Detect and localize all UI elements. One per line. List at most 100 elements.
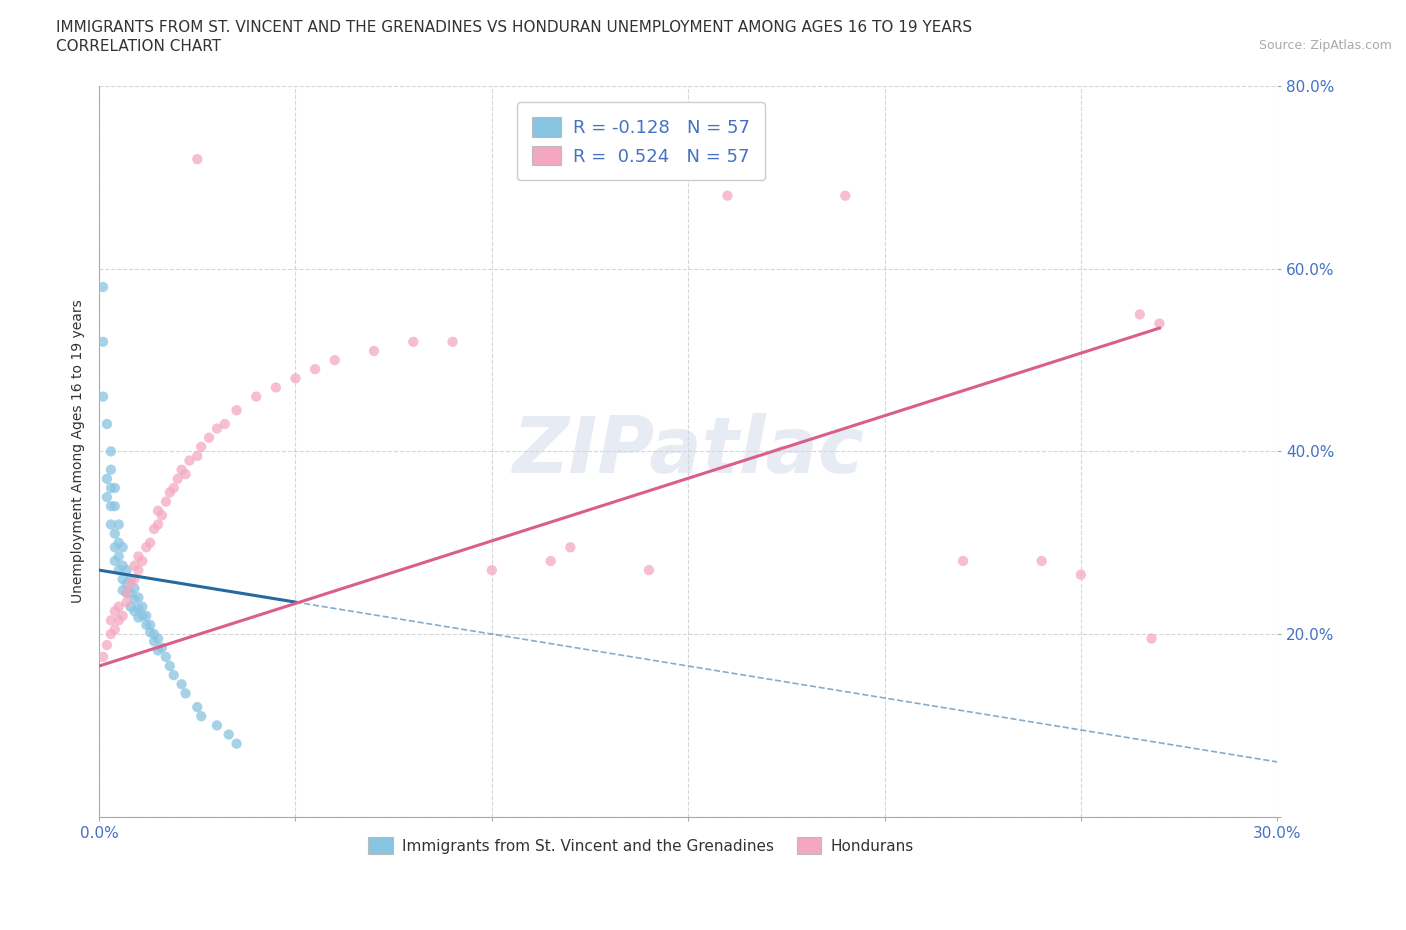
Point [115, 586, 138, 601]
Point [104, 526, 127, 541]
Point [131, 553, 153, 568]
Point [124, 591, 146, 606]
Point [124, 572, 146, 587]
Point [107, 613, 129, 628]
Point [179, 453, 201, 468]
Point [150, 641, 173, 656]
Point [638, 563, 661, 578]
Point [91, 335, 114, 350]
Point [1129, 307, 1152, 322]
Point [159, 658, 181, 673]
Point [150, 508, 173, 523]
Point [127, 563, 149, 578]
Point [441, 335, 464, 350]
Point [115, 586, 138, 601]
Point [1031, 553, 1053, 568]
Point [163, 481, 186, 496]
Point [115, 563, 138, 578]
Point [146, 643, 169, 658]
Point [205, 718, 228, 733]
Point [225, 403, 247, 418]
Point [127, 610, 149, 625]
Point [104, 622, 127, 637]
Point [111, 558, 134, 573]
Point [127, 591, 149, 605]
Point [163, 668, 186, 683]
Point [135, 618, 157, 632]
Text: ZIPatlас: ZIPatlас [512, 414, 865, 489]
Point [170, 677, 193, 692]
Point [96, 489, 118, 504]
Point [124, 604, 146, 618]
Point [100, 613, 122, 628]
Point [91, 649, 114, 664]
Point [155, 649, 177, 664]
Point [146, 503, 169, 518]
Point [135, 608, 157, 623]
Point [190, 709, 212, 724]
Point [1140, 631, 1163, 646]
Point [120, 599, 142, 614]
Point [139, 625, 162, 640]
Point [115, 594, 138, 609]
Point [174, 467, 197, 482]
Point [481, 563, 503, 578]
Point [218, 727, 240, 742]
Point [139, 536, 162, 551]
Point [143, 627, 166, 642]
Point [143, 634, 166, 649]
Point [560, 539, 582, 554]
Point [111, 572, 134, 587]
Point [190, 439, 212, 454]
Point [100, 462, 122, 477]
Point [131, 608, 153, 623]
Point [245, 389, 267, 404]
Point [127, 601, 149, 616]
Point [205, 421, 228, 436]
Point [100, 481, 122, 496]
Point [107, 599, 129, 614]
Point [107, 517, 129, 532]
Text: IMMIGRANTS FROM ST. VINCENT AND THE GRENADINES VS HONDURAN UNEMPLOYMENT AMONG AG: IMMIGRANTS FROM ST. VINCENT AND THE GREN… [56, 20, 973, 35]
Point [186, 699, 208, 714]
Point [834, 188, 856, 203]
Point [174, 686, 197, 701]
Point [107, 563, 129, 578]
Point [143, 522, 166, 537]
Y-axis label: Unemployment Among Ages 16 to 19 years: Unemployment Among Ages 16 to 19 years [72, 299, 86, 604]
Point [159, 485, 181, 500]
Point [716, 188, 738, 203]
Point [91, 389, 114, 404]
Point [225, 737, 247, 751]
Point [135, 539, 157, 554]
Point [104, 604, 127, 618]
Point [402, 335, 425, 350]
Point [284, 371, 307, 386]
Point [100, 444, 122, 458]
Point [104, 481, 127, 496]
Point [104, 553, 127, 568]
Point [104, 498, 127, 513]
Legend: Immigrants from St. Vincent and the Grenadines, Hondurans: Immigrants from St. Vincent and the Gren… [363, 831, 920, 860]
Point [127, 549, 149, 564]
Point [120, 577, 142, 591]
Point [115, 577, 138, 591]
Point [540, 553, 562, 568]
Point [323, 352, 346, 367]
Point [104, 539, 127, 554]
Point [304, 362, 326, 377]
Point [952, 553, 974, 568]
Point [214, 417, 236, 432]
Point [1070, 567, 1092, 582]
Point [363, 343, 385, 358]
Point [146, 631, 169, 646]
Point [170, 462, 193, 477]
Point [146, 517, 169, 532]
Point [91, 280, 114, 295]
Point [186, 152, 208, 166]
Text: CORRELATION CHART: CORRELATION CHART [56, 39, 221, 54]
Point [124, 581, 146, 596]
Point [100, 517, 122, 532]
Point [1149, 316, 1171, 331]
Point [96, 472, 118, 486]
